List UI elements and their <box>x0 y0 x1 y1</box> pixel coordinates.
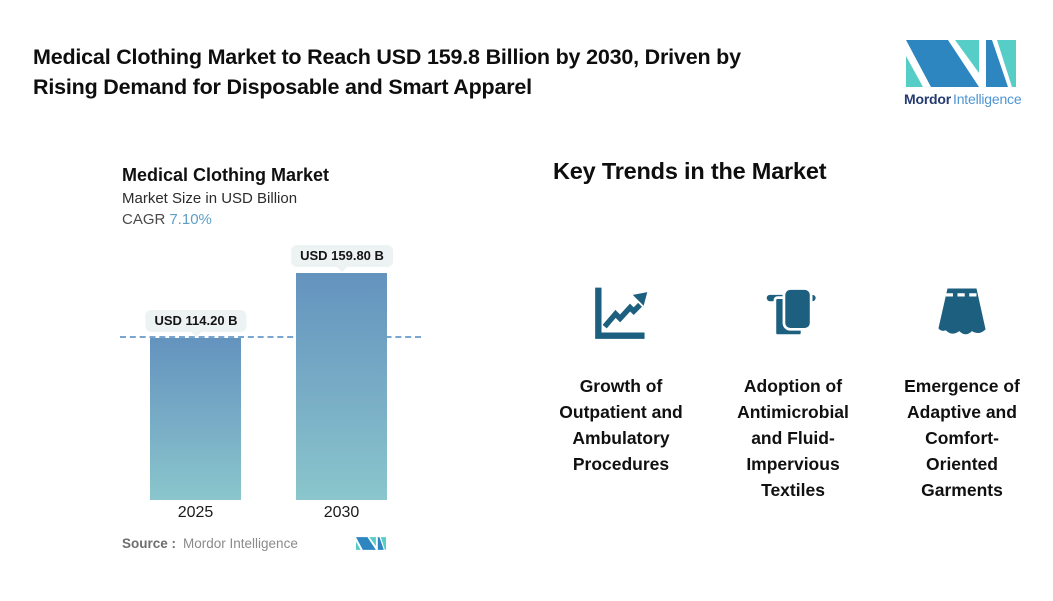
trend-label: Emergence of Adaptive and Comfort- Orien… <box>904 376 1020 500</box>
chart-cagr: CAGR 7.10% <box>122 211 212 228</box>
brand-name-light: Intelligence <box>953 91 1022 107</box>
brand-name-bold: Mordor <box>904 91 952 107</box>
x-axis-label-2025: 2025 <box>177 504 214 521</box>
mordor-intelligence-mini-logo-icon <box>356 537 386 550</box>
trend-label: Growth of Outpatient and Ambulatory Proc… <box>559 376 683 474</box>
trends-heading: Key Trends in the Market <box>553 158 827 184</box>
data-label-2030: USD 159.80 B <box>291 245 393 267</box>
trend-item-antimicrobial-textiles: Adoption of Antimicrobial and Fluid- Imp… <box>716 284 870 503</box>
trend-item-adaptive-garments: Emergence of Adaptive and Comfort- Orien… <box>885 284 1039 503</box>
mordor-intelligence-logo-icon <box>906 40 1016 87</box>
cagr-label: CAGR <box>122 211 166 228</box>
brand-name: Mordor Intelligence <box>904 91 1022 107</box>
x-axis-label-2030: 2030 <box>323 504 360 521</box>
bar-2030 <box>296 273 387 500</box>
skirt-icon <box>938 288 986 335</box>
towel-icon <box>764 287 818 338</box>
trend-item-outpatient-growth: Growth of Outpatient and Ambulatory Proc… <box>545 284 697 477</box>
chart-subtitle: Market Size in USD Billion <box>122 190 298 207</box>
data-label-2025: USD 114.20 B <box>145 310 247 332</box>
trend-label: Adoption of Antimicrobial and Fluid- Imp… <box>737 376 849 500</box>
cagr-value: 7.10% <box>169 211 212 228</box>
source-label: Source : <box>122 536 177 551</box>
source-value: Mordor Intelligence <box>183 536 298 551</box>
reference-dashed-line <box>120 336 421 338</box>
bar-2025 <box>150 338 241 500</box>
chart-title: Medical Clothing Market <box>122 165 330 185</box>
page-title: Medical Clothing Market to Reach USD 159… <box>33 45 741 99</box>
source-row: Source : Mordor Intelligence <box>122 536 298 551</box>
chart-increasing-icon <box>595 287 648 339</box>
brand-logo: Mordor Intelligence <box>904 40 1022 107</box>
